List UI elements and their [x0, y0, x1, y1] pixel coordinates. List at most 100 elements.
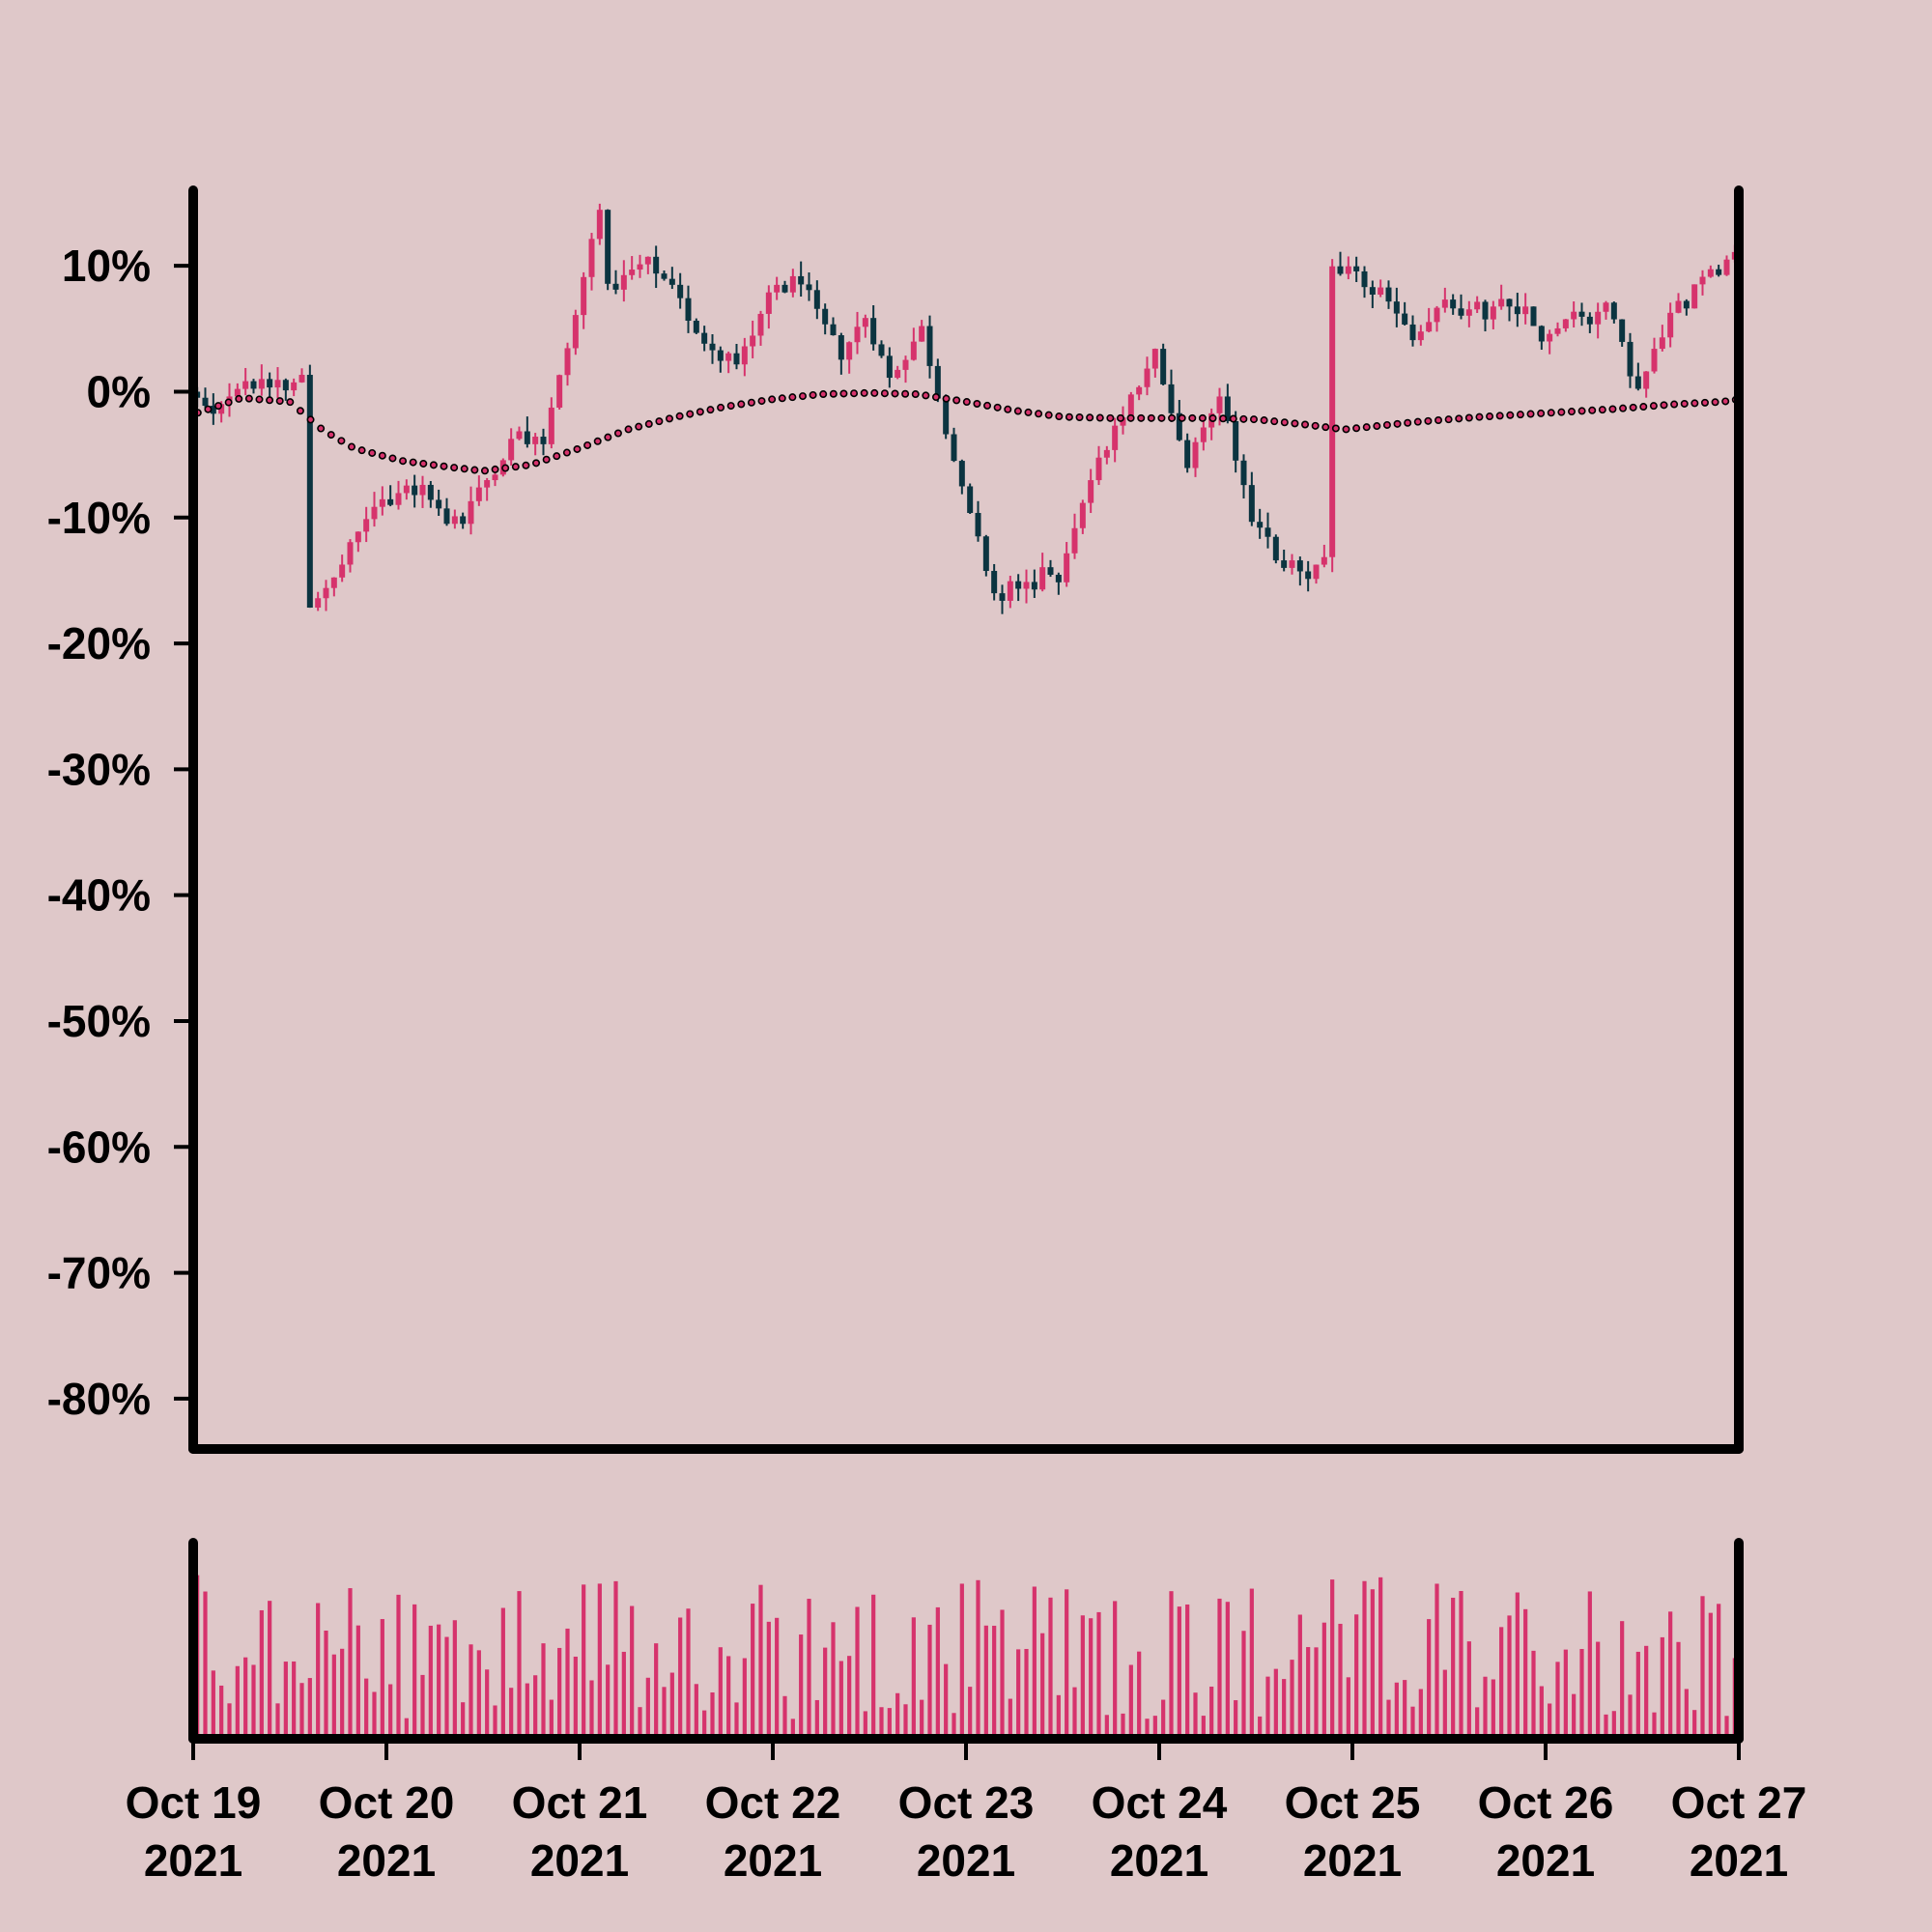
candle-body	[1337, 266, 1344, 274]
moving-average-point	[1495, 412, 1504, 420]
moving-average-point	[829, 389, 838, 398]
volume-bar	[606, 1664, 611, 1734]
candle-body	[999, 593, 1006, 601]
candle	[733, 343, 740, 370]
moving-average-point	[1598, 406, 1606, 414]
volume-bar	[1442, 1669, 1447, 1734]
moving-average-point	[1157, 413, 1166, 422]
volume-bar	[1362, 1580, 1367, 1734]
volume-bar	[1427, 1619, 1432, 1734]
moving-average-point	[1219, 414, 1228, 423]
candle-body	[1450, 299, 1457, 309]
candle-body	[234, 388, 241, 397]
moving-average-point	[1404, 418, 1412, 427]
candle	[693, 318, 699, 334]
volume-bar	[1169, 1591, 1174, 1734]
volume-bar	[1620, 1621, 1625, 1734]
candle	[620, 260, 627, 302]
moving-average-point	[962, 398, 971, 407]
volume-bar	[1491, 1679, 1495, 1734]
moving-average-point	[357, 446, 366, 455]
candle-body	[1409, 324, 1416, 341]
volume-bar	[404, 1718, 409, 1734]
moving-average-point	[224, 398, 233, 407]
candle-body	[1595, 311, 1602, 325]
volume-bar	[283, 1662, 288, 1734]
candle	[1675, 293, 1682, 314]
moving-average-point	[1055, 412, 1064, 421]
volume-bar	[1700, 1596, 1705, 1734]
volume-bar	[1314, 1647, 1319, 1734]
volume-bar	[1523, 1608, 1528, 1734]
volume-bar	[533, 1675, 538, 1734]
moving-average-point	[573, 444, 582, 453]
moving-average-point	[593, 437, 602, 445]
candle	[1482, 299, 1489, 332]
candle-body	[1402, 313, 1408, 325]
volume-bar	[1177, 1606, 1181, 1734]
candle	[1547, 329, 1553, 355]
volume-bar	[557, 1647, 562, 1734]
volume-bar	[331, 1654, 336, 1734]
candle-body	[605, 210, 611, 284]
volume-bar	[1330, 1579, 1335, 1734]
candle	[1224, 384, 1231, 424]
moving-average-point	[450, 464, 459, 472]
moving-average-point	[1270, 417, 1279, 426]
candle	[1610, 301, 1617, 324]
candle-body	[1522, 306, 1529, 315]
candle-body	[1498, 298, 1505, 307]
moving-average-point	[583, 440, 592, 449]
volume-bar	[589, 1680, 594, 1734]
moving-average-point	[768, 395, 777, 404]
moving-average-point	[850, 389, 859, 398]
moving-average-point	[624, 425, 633, 434]
candle	[532, 433, 539, 456]
volume-bar	[452, 1620, 457, 1734]
volume-bar	[1321, 1622, 1326, 1734]
candle	[677, 272, 684, 309]
candle	[1039, 553, 1046, 592]
candle-body	[1417, 331, 1424, 341]
volume-bar	[1635, 1651, 1640, 1734]
candle-body	[242, 381, 249, 389]
moving-average-point	[1455, 414, 1463, 423]
candle	[347, 539, 354, 573]
moving-average-point	[1608, 405, 1617, 413]
candle	[1144, 356, 1151, 396]
candle-body	[838, 335, 844, 360]
volume-bar	[927, 1624, 932, 1734]
volume-bar	[855, 1606, 860, 1734]
moving-average-point	[717, 403, 725, 412]
candle	[355, 531, 361, 553]
volume-bar	[920, 1699, 924, 1734]
candle-body	[1088, 480, 1094, 503]
candle-body	[1369, 287, 1376, 295]
moving-average-point	[1147, 413, 1155, 422]
moving-average-point	[819, 390, 828, 399]
moving-average-point	[1117, 413, 1125, 422]
moving-average-point	[522, 461, 530, 469]
candle-body	[379, 498, 385, 507]
candle-body	[629, 270, 636, 275]
candle	[1289, 554, 1295, 575]
candle-body	[1184, 440, 1191, 469]
candle-body	[750, 335, 756, 347]
candle	[412, 474, 418, 508]
volume-bar	[983, 1625, 988, 1734]
volume-bar	[1483, 1676, 1488, 1734]
candle-body	[1095, 457, 1102, 481]
volume-bar	[790, 1719, 795, 1734]
candle	[757, 310, 764, 346]
moving-average-point	[1639, 403, 1648, 412]
volume-bar	[1297, 1614, 1302, 1734]
volume-bar	[1394, 1682, 1399, 1734]
moving-average-point	[1537, 409, 1546, 417]
candle-body	[1610, 302, 1617, 320]
volume-bar	[1306, 1647, 1311, 1734]
moving-average-point	[1168, 413, 1177, 422]
x-tick-label-date: Oct 22	[705, 1777, 841, 1828]
moving-average-point	[532, 459, 541, 468]
x-tick-label-year: 2021	[724, 1835, 822, 1886]
volume-bar	[396, 1594, 401, 1734]
